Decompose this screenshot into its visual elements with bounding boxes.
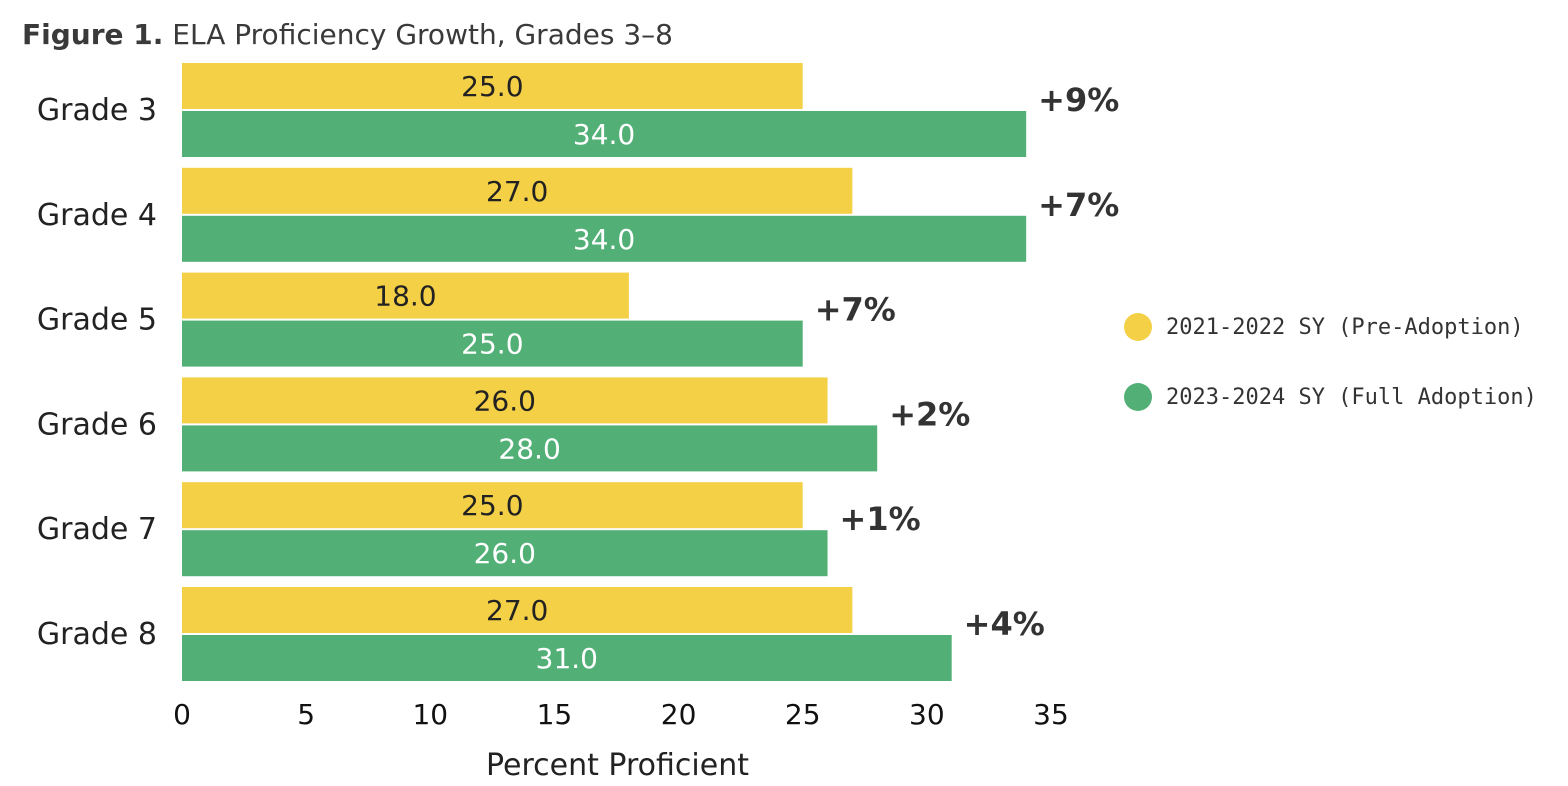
bar-grade-7-pre-adoption [182,482,803,529]
value-label-grade-6-pre-adoption: 26.0 [474,384,536,417]
x-tick-label-5: 5 [297,698,315,731]
category-label-grade-4: Grade 4 [37,198,157,233]
change-label-grade-8: +4% [964,605,1045,643]
change-label-grade-5: +7% [815,291,896,329]
figure-title-prefix: Figure 1. [22,18,164,51]
bar-grade-4-full-adoption [182,215,1027,262]
change-label-grade-6: +2% [889,395,970,433]
value-label-grade-8-full-adoption: 31.0 [536,642,598,675]
category-label-grade-3: Grade 3 [37,93,157,128]
value-label-grade-3-full-adoption: 34.0 [573,118,635,151]
x-tick-label-35: 35 [1033,698,1069,731]
legend: 2021-2022 SY (Pre-Adoption) 2023-2024 SY… [1124,292,1537,432]
x-axis-title: Percent Proficient [486,748,749,783]
value-label-grade-4-pre-adoption: 27.0 [486,175,548,208]
bar-grade-6-pre-adoption [182,377,828,424]
x-tick-label-25: 25 [785,698,821,731]
value-label-grade-6-full-adoption: 28.0 [498,432,560,465]
value-label-grade-4-full-adoption: 34.0 [573,223,635,256]
value-label-grade-5-full-adoption: 25.0 [461,328,523,361]
legend-dot-pre-adoption [1124,313,1152,341]
legend-dot-full-adoption [1124,383,1152,411]
value-label-grade-8-pre-adoption: 27.0 [486,594,548,627]
value-label-grade-7-full-adoption: 26.0 [474,537,536,570]
bar-grade-8-full-adoption [182,635,952,681]
bar-grade-3-full-adoption [182,111,1027,157]
bar-grade-5-pre-adoption [182,272,629,319]
bar-grade-8-pre-adoption [182,587,853,633]
bar-grade-3-pre-adoption [182,63,803,109]
x-tick-label-0: 0 [173,698,191,731]
category-label-grade-5: Grade 5 [37,303,157,338]
figure-title-text: ELA Proficiency Growth, Grades 3–8 [172,18,673,51]
bar-grade-7-full-adoption [182,530,828,577]
legend-label-pre-adoption: 2021-2022 SY (Pre-Adoption) [1166,314,1524,340]
value-label-grade-3-pre-adoption: 25.0 [461,70,523,103]
value-label-grade-5-pre-adoption: 18.0 [374,280,436,313]
x-tick-label-20: 20 [661,698,697,731]
x-tick-label-15: 15 [537,698,573,731]
legend-item-pre-adoption[interactable]: 2021-2022 SY (Pre-Adoption) [1124,292,1537,362]
category-label-grade-6: Grade 6 [37,407,157,442]
change-label-grade-4: +7% [1038,186,1119,224]
value-label-grade-7-pre-adoption: 25.0 [461,489,523,522]
change-label-grade-3: +9% [1038,81,1119,119]
x-tick-label-30: 30 [909,698,945,731]
bar-grade-6-full-adoption [182,425,878,472]
legend-item-full-adoption[interactable]: 2023-2024 SY (Full Adoption) [1124,362,1537,432]
figure-title: Figure 1. ELA Proficiency Growth, Grades… [22,18,673,51]
category-label-grade-7: Grade 7 [37,512,157,547]
bar-grade-5-full-adoption [182,320,803,367]
change-label-grade-7: +1% [840,500,921,538]
category-label-grade-8: Grade 8 [37,617,157,652]
bar-grade-4-pre-adoption [182,167,853,214]
x-tick-label-10: 10 [412,698,448,731]
legend-label-full-adoption: 2023-2024 SY (Full Adoption) [1166,384,1537,410]
